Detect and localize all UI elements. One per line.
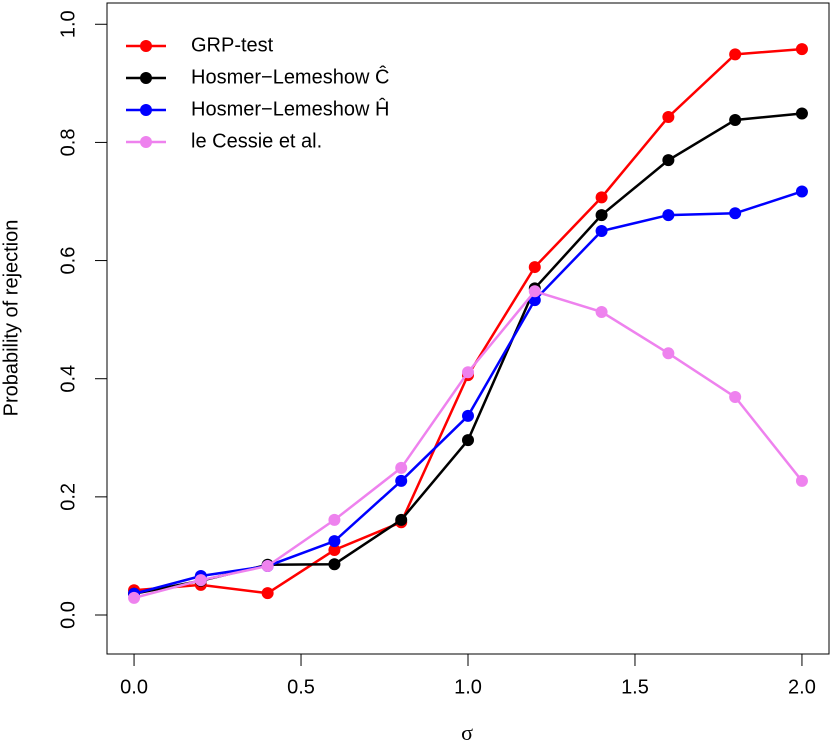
x-tick-label: 0.0: [120, 676, 148, 698]
data-point: [729, 113, 742, 126]
data-point: [261, 559, 274, 572]
data-point: [662, 154, 675, 167]
data-point: [662, 111, 675, 124]
data-point: [795, 474, 808, 487]
data-point: [462, 366, 474, 379]
data-point: [595, 209, 608, 222]
legend-marker: [140, 72, 152, 84]
legend-label: GRP-test: [191, 34, 274, 56]
legend-marker: [140, 136, 152, 148]
data-point: [395, 461, 408, 474]
data-point: [395, 474, 408, 487]
x-tick-label: 1.5: [621, 676, 649, 698]
y-tick-label: 0.2: [57, 483, 79, 511]
data-point: [795, 43, 808, 56]
y-tick-label: 0.4: [57, 365, 79, 393]
data-point: [528, 261, 541, 274]
legend-label: Hosmer−Lemeshow Ĥ: [191, 97, 389, 120]
data-point: [528, 294, 541, 307]
data-point: [128, 591, 141, 604]
legend-marker: [140, 40, 152, 52]
legend-label: Hosmer−Lemeshow Ĉ: [191, 65, 389, 88]
data-point: [595, 191, 608, 204]
data-point: [662, 347, 675, 360]
y-axis-label: Probability of rejection: [0, 220, 22, 417]
legend-marker: [140, 104, 152, 116]
data-point: [595, 225, 608, 238]
y-tick-label: 1.0: [57, 10, 79, 38]
data-point: [194, 574, 207, 587]
x-tick-label: 2.0: [788, 676, 816, 698]
y-tick-label: 0.0: [57, 601, 79, 629]
data-point: [328, 544, 341, 557]
data-point: [729, 391, 742, 404]
data-point: [595, 305, 608, 318]
x-axis-label: σ: [461, 720, 473, 745]
series-line: [133, 112, 803, 595]
data-point: [328, 558, 341, 571]
y-tick-label: 0.8: [57, 129, 79, 157]
data-point: [462, 409, 474, 422]
data-point: [462, 434, 474, 447]
data-point: [328, 535, 341, 548]
x-tick-label: 0.5: [287, 676, 315, 698]
data-point: [528, 285, 541, 298]
data-point: [395, 513, 408, 526]
x-tick-label: 1.0: [454, 676, 482, 698]
data-point: [662, 209, 675, 222]
data-point: [328, 513, 341, 526]
data-point: [729, 48, 742, 61]
data-point: [729, 207, 742, 220]
legend-label: le Cessie et al.: [191, 130, 322, 152]
data-point: [795, 107, 808, 120]
series-line: [133, 190, 803, 595]
data-point: [261, 587, 274, 600]
data-point: [795, 185, 808, 198]
y-tick-label: 0.6: [57, 247, 79, 275]
